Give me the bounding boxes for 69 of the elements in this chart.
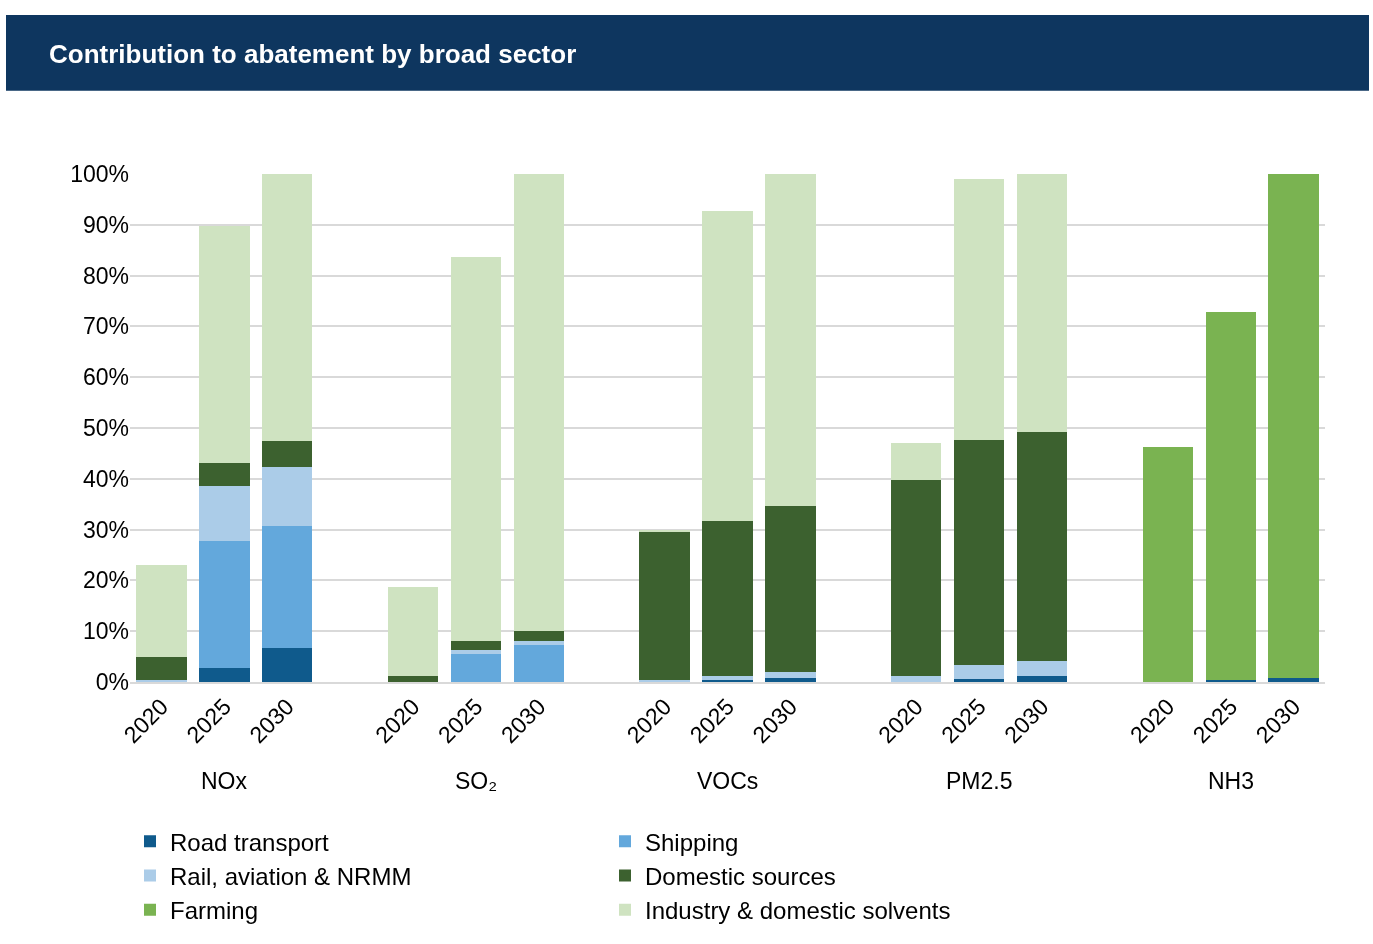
legend-label: Shipping xyxy=(645,828,739,856)
bar xyxy=(199,541,250,668)
bar xyxy=(1016,676,1068,682)
bar xyxy=(513,174,564,631)
bar xyxy=(639,532,690,681)
bar xyxy=(953,178,1005,441)
bar xyxy=(387,676,439,682)
bar xyxy=(450,256,502,642)
y-tick-label: 80% xyxy=(82,262,129,289)
bar xyxy=(262,466,313,527)
bar xyxy=(1268,678,1319,682)
bar xyxy=(1268,174,1319,679)
bar xyxy=(702,521,753,677)
legend-label: Farming xyxy=(170,897,259,925)
y-tick-label: 20% xyxy=(82,567,129,594)
bar xyxy=(765,678,816,682)
bar xyxy=(513,630,564,642)
bar xyxy=(891,479,942,677)
bar xyxy=(891,442,942,480)
bar xyxy=(262,174,313,441)
bar xyxy=(702,211,753,522)
bar xyxy=(1016,174,1068,432)
bar xyxy=(199,226,250,463)
bar xyxy=(1016,431,1068,662)
bar xyxy=(199,667,250,682)
bar xyxy=(1142,446,1193,682)
bar xyxy=(702,676,753,681)
y-tick-label: 40% xyxy=(82,465,129,492)
y-tick-label: 90% xyxy=(82,211,129,238)
legend-label: Domestic sources xyxy=(645,862,836,890)
bar xyxy=(765,671,816,679)
legend-label: Industry & domestic solvents xyxy=(645,897,951,925)
bar xyxy=(199,462,250,486)
bar xyxy=(1205,311,1256,681)
bar xyxy=(450,650,502,655)
text: PM2.5 xyxy=(946,768,1013,794)
text: VOCs xyxy=(697,768,759,794)
text: NOx xyxy=(201,768,248,794)
y-tick-label: 10% xyxy=(82,618,129,645)
y-tick-label: 100% xyxy=(70,161,129,188)
bar xyxy=(953,679,1005,682)
bar xyxy=(199,485,250,542)
bar xyxy=(639,530,690,533)
bar xyxy=(450,641,502,650)
legend-label: Rail, aviation & NRMM xyxy=(170,862,412,890)
bar xyxy=(891,676,942,682)
bar xyxy=(262,648,313,682)
text: SO₂ xyxy=(455,768,498,794)
y-tick-label: 0% xyxy=(95,669,129,696)
bar xyxy=(765,506,816,672)
chart-title: Contribution to abatement by broad sector xyxy=(49,39,577,70)
bar xyxy=(387,586,439,677)
y-tick-label: 50% xyxy=(82,415,129,442)
legend-label: Road transport xyxy=(170,828,330,856)
bar xyxy=(262,440,313,467)
bar xyxy=(136,657,187,681)
bar xyxy=(953,665,1005,680)
bar xyxy=(513,641,564,646)
y-tick-label: 70% xyxy=(82,313,129,340)
text: NH3 xyxy=(1208,768,1255,794)
bar xyxy=(765,174,816,507)
bar xyxy=(450,654,502,682)
bar xyxy=(1016,661,1068,677)
bar xyxy=(953,440,1005,666)
y-tick-label: 30% xyxy=(82,516,129,543)
bar xyxy=(262,526,313,649)
bar xyxy=(513,645,564,682)
bar xyxy=(136,564,187,658)
y-tick-label: 60% xyxy=(82,364,129,391)
